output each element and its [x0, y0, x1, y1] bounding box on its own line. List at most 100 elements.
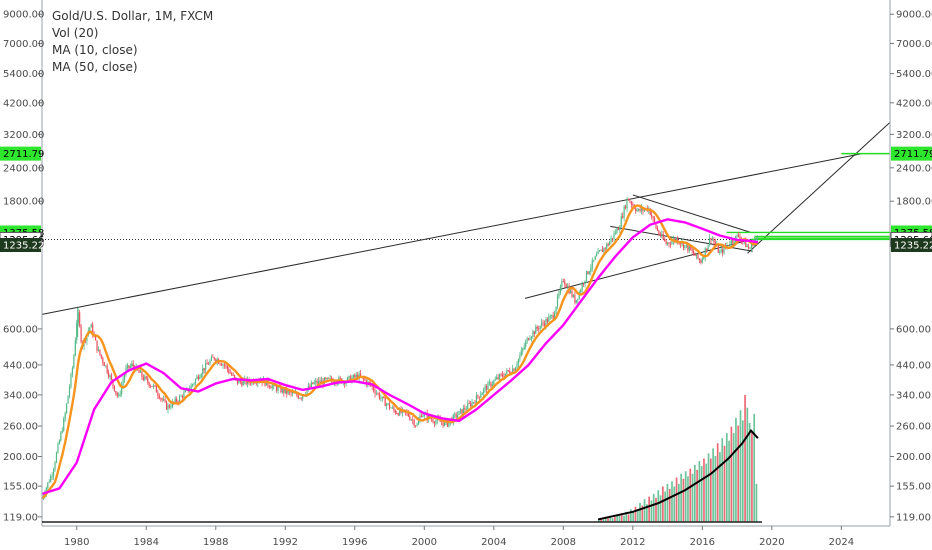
candle-body — [488, 382, 491, 384]
candle-body — [145, 376, 147, 379]
candle-body — [271, 385, 273, 389]
candle-body — [359, 373, 362, 377]
candle-body — [666, 242, 669, 244]
volume-bar — [643, 499, 646, 522]
volume-bar — [721, 438, 724, 522]
candle-body — [497, 377, 499, 379]
candle-body — [491, 384, 493, 387]
candle-body — [412, 419, 414, 421]
candle-body — [80, 325, 82, 342]
price-tag-box — [891, 146, 932, 161]
candle-body — [433, 422, 436, 424]
candle-body — [539, 325, 541, 330]
candle-body — [587, 271, 589, 274]
candle-body — [45, 487, 47, 494]
candle-body — [118, 394, 120, 396]
candle-body — [500, 374, 502, 375]
candle-body — [294, 393, 297, 394]
volume-bar — [604, 516, 607, 522]
right-tick-label: 2400.00 — [896, 163, 932, 174]
candle-body — [442, 422, 444, 426]
candle-body — [538, 328, 540, 330]
candle-body — [610, 238, 612, 242]
candle-body — [719, 251, 721, 253]
candle-body — [623, 206, 625, 218]
candle-body — [215, 359, 217, 362]
candle-body — [459, 409, 462, 411]
candle-body — [607, 244, 609, 246]
volume-bar — [700, 466, 703, 522]
legend-symbol[interactable]: Gold/U.S. Dollar, 1M, FXCM — [52, 9, 214, 23]
volume-bar — [719, 452, 721, 522]
x-tick-label: 1988 — [203, 537, 228, 548]
candle-body — [585, 271, 588, 281]
volume-bar — [714, 455, 717, 522]
volume-bar — [639, 502, 641, 522]
candle-body — [103, 362, 105, 367]
candle-body — [228, 369, 230, 373]
candle-body — [241, 381, 243, 386]
candle-body — [73, 355, 75, 368]
candle-body — [490, 382, 492, 387]
candle-body — [54, 462, 56, 470]
candle-body — [703, 257, 705, 259]
candle-body — [161, 398, 163, 400]
candle-body — [236, 379, 239, 384]
candle-body — [555, 306, 557, 314]
candle-body — [225, 365, 227, 366]
volume-bar — [620, 513, 623, 522]
candle-body — [710, 238, 712, 240]
candle-body — [415, 425, 417, 427]
candle-body — [354, 374, 356, 378]
right-tick-label: 1800.00 — [896, 197, 932, 208]
candle-body — [480, 394, 482, 398]
candle-body — [485, 386, 488, 390]
legend-volume[interactable]: Vol (20) — [52, 26, 99, 40]
candle-body — [132, 363, 134, 367]
candle-body — [509, 370, 511, 373]
x-tick-label: 2008 — [551, 537, 576, 548]
volume-bar — [671, 481, 673, 522]
volume-bar — [634, 506, 637, 522]
candle-body — [609, 241, 611, 246]
candle-body — [223, 364, 226, 366]
legend-ma10[interactable]: MA (10, close) — [52, 43, 138, 57]
candle-body — [624, 206, 627, 209]
volume-bar — [636, 509, 639, 522]
candle-body — [139, 371, 142, 373]
candle-body — [638, 209, 640, 211]
volume-bar — [623, 515, 625, 522]
candle-body — [138, 369, 140, 373]
candle-body — [157, 392, 159, 396]
left-tick-label: 119.00 — [3, 512, 38, 523]
candle-body — [680, 243, 682, 245]
candle-body — [611, 238, 614, 239]
candle-body — [242, 380, 244, 386]
candle-body — [543, 323, 546, 326]
legend-ma50[interactable]: MA (50, close) — [52, 60, 138, 74]
volume-ma-line — [597, 428, 759, 521]
volume-bar — [696, 469, 698, 522]
candle-body — [556, 296, 559, 307]
volume-bar — [616, 514, 619, 522]
candle-body — [517, 359, 520, 365]
candle-body — [569, 290, 572, 294]
volume-bar — [607, 518, 609, 522]
candle-body — [590, 268, 592, 272]
right-tick-label: 4200.00 — [896, 98, 932, 109]
volume-bar — [703, 458, 705, 522]
price-tag-box — [0, 237, 41, 252]
ma10-line — [41, 204, 758, 500]
volume-bar — [707, 453, 710, 522]
candle-body — [154, 385, 156, 386]
candle-body — [717, 244, 719, 253]
candle-body — [413, 420, 415, 426]
candle-body — [477, 395, 479, 397]
candle-body — [197, 376, 199, 379]
plot-area[interactable] — [42, 0, 890, 526]
candle-body — [58, 440, 60, 445]
candle-body — [507, 370, 509, 371]
candle-body — [523, 346, 525, 349]
volume-bar — [693, 464, 696, 522]
